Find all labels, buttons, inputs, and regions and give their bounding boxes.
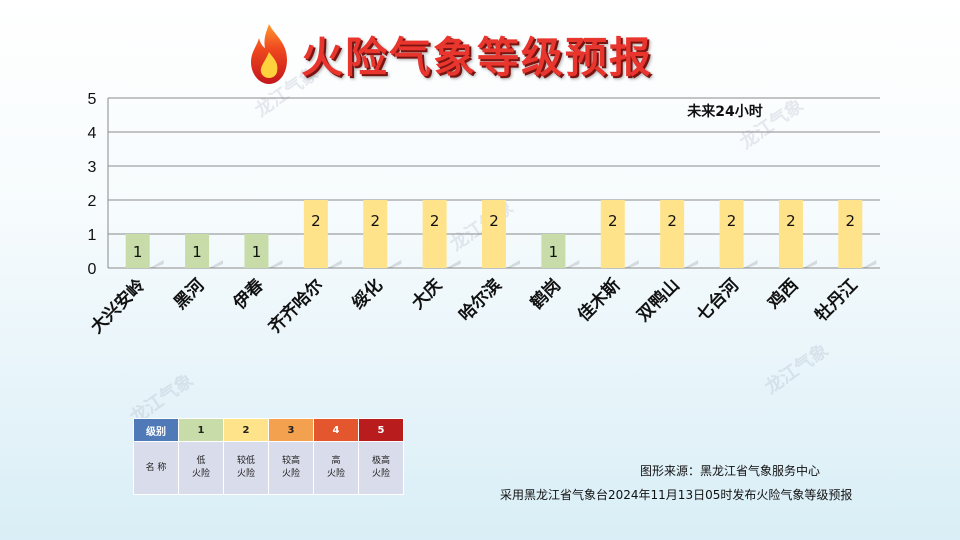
bar — [778, 200, 803, 268]
bar-shadow — [862, 260, 877, 268]
bar — [482, 200, 506, 268]
x-tick-label: 佳木斯 — [573, 275, 624, 326]
bar — [125, 234, 150, 268]
bar-shadow — [684, 260, 699, 268]
y-tick-label: 2 — [88, 193, 97, 210]
x-tick-label: 鸡西 — [763, 275, 803, 315]
x-tick-label: 绥化 — [348, 275, 387, 314]
legend-level-name: 较低 火险 — [223, 441, 269, 495]
data-label: 1 — [252, 243, 262, 261]
bar-shadow — [565, 260, 580, 268]
x-tick-label: 牡丹江 — [811, 275, 862, 326]
bar-shadow — [209, 260, 224, 268]
data-label: 2 — [846, 212, 856, 230]
bar-shadow — [149, 260, 164, 268]
chart-title: 火险气象等级预报 — [301, 32, 654, 82]
x-tick-label: 双鸭山 — [633, 275, 684, 326]
x-tick-label: 伊春 — [228, 275, 268, 315]
data-label: 1 — [549, 243, 559, 261]
legend-level-name: 极高 火险 — [358, 441, 404, 495]
flame-icon — [251, 24, 287, 84]
bar — [838, 200, 863, 268]
x-tick-label: 黑河 — [170, 275, 208, 313]
legend-level: 3 — [268, 418, 314, 442]
data-label: 2 — [489, 212, 499, 230]
bar — [600, 200, 625, 268]
bar — [185, 234, 210, 268]
y-tick-label: 3 — [88, 159, 97, 176]
bar-shadow — [387, 260, 402, 268]
data-label: 2 — [786, 212, 796, 230]
x-tick-label: 鹤岗 — [526, 275, 565, 314]
legend-level: 2 — [223, 418, 269, 442]
data-label: 1 — [192, 243, 202, 261]
page-title: 火险气象等级预报 — [245, 22, 653, 86]
legend-level: 5 — [358, 418, 404, 442]
legend-level-name: 较高 火险 — [268, 441, 314, 495]
x-tick-label: 大兴安岭 — [86, 275, 149, 338]
bar — [303, 200, 328, 268]
x-tick-label: 齐齐哈尔 — [264, 275, 327, 338]
source-credit: 图形来源：黑龙江省气象服务中心 — [640, 464, 821, 478]
legend-level: 4 — [313, 418, 359, 442]
data-label: 2 — [608, 212, 618, 230]
bar — [660, 200, 685, 268]
x-tick-label: 大庆 — [407, 275, 446, 314]
data-label: 1 — [133, 243, 143, 261]
bar-shadow — [802, 260, 817, 268]
x-tick-label: 七台河 — [692, 275, 743, 326]
legend-level: 1 — [178, 418, 224, 442]
y-tick-label: 0 — [88, 261, 97, 278]
bar — [719, 200, 744, 268]
issue-note: 采用黑龙江省气象台2024年11月13日05时发布火险气象等级预报 — [500, 488, 853, 502]
data-label: 2 — [430, 212, 440, 230]
legend-level-name: 低 火险 — [178, 441, 224, 495]
bar-shadow — [743, 260, 758, 268]
legend-level-name: 高 火险 — [313, 441, 359, 495]
y-tick-label: 1 — [88, 227, 97, 244]
period-label: 未来24小时 — [687, 103, 762, 120]
data-label: 2 — [370, 212, 380, 230]
bar — [541, 234, 566, 268]
bar-shadow — [268, 260, 283, 268]
bar-shadow — [506, 260, 520, 268]
x-tick-label: 哈尔滨 — [455, 275, 506, 326]
y-tick-label: 4 — [88, 125, 97, 142]
y-tick-label: 5 — [88, 91, 97, 108]
bar — [363, 200, 388, 268]
legend-header-label: 级别 — [133, 418, 179, 442]
data-label: 2 — [667, 212, 677, 230]
bar-shadow — [624, 260, 639, 268]
bar — [422, 200, 447, 268]
data-label: 2 — [311, 212, 321, 230]
data-label: 2 — [727, 212, 737, 230]
bar-shadow — [446, 260, 461, 268]
bar-shadow — [327, 260, 342, 268]
legend-name-label: 名 称 — [133, 441, 179, 495]
bar — [244, 234, 269, 268]
